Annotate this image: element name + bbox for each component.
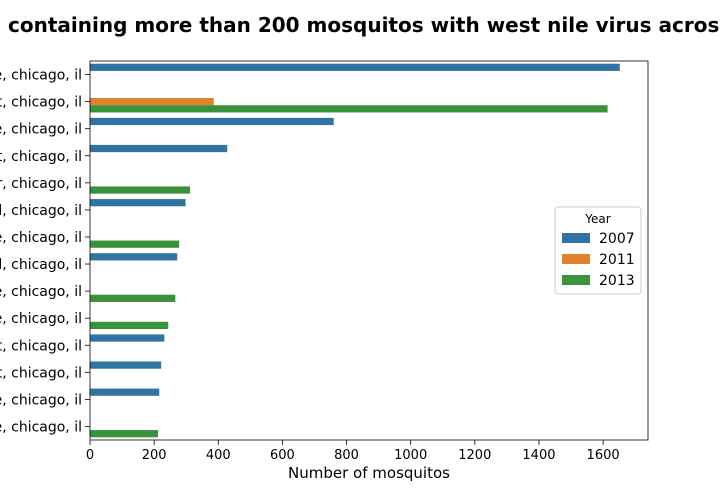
y-tick-label: t, chicago, il [0, 338, 82, 354]
y-tick-label: e, chicago, il [0, 230, 82, 246]
bar-2007-row-11 [90, 361, 162, 369]
legend-swatch-2011 [562, 254, 590, 264]
bar-2007-row-5 [90, 199, 186, 207]
legend-items: 2007 2011 2013 [562, 231, 635, 289]
y-tick-label: e, chicago, il [0, 419, 82, 435]
y-tick-label: r, chicago, il [0, 176, 82, 192]
y-tick-label: e, chicago, il [0, 68, 82, 84]
x-axis-label: Number of mosquitos [288, 464, 450, 482]
bar-2013-row-9 [90, 321, 169, 330]
chart-title: containing more than 200 mosquitos with … [8, 13, 719, 37]
y-tick-label: t, chicago, il [0, 365, 82, 381]
y-tick-label: e, chicago, il [0, 122, 82, 138]
bar-2013-row-8 [90, 294, 176, 302]
legend-box [554, 206, 642, 295]
legend-label-2011: 2011 [599, 252, 635, 268]
bar-2007-row-10 [90, 334, 165, 342]
y-tick-label: t, chicago, il [0, 149, 82, 165]
legend-swatch-2013 [562, 275, 590, 285]
bar-2007-row-7 [90, 253, 178, 261]
y-tick-label: e, chicago, il [0, 284, 82, 300]
y-tick-label: l, chicago, il [0, 257, 82, 273]
bar-2013-row-13 [90, 430, 158, 438]
legend-swatch-2007 [562, 233, 590, 243]
y-tick-label: l, chicago, il [0, 203, 82, 219]
plot-frame [89, 60, 649, 441]
bar-2013-row-4 [90, 186, 191, 194]
x-tick-label: 0 [86, 448, 94, 463]
bar-2007-row-3 [90, 144, 228, 153]
y-tick-label: t, chicago, il [0, 95, 82, 111]
y-axis: e, chicago, il t, chicago, il e, chicago, … [0, 68, 90, 435]
bar-2007-row-2 [90, 117, 334, 126]
legend-label-2013: 2013 [599, 273, 635, 289]
y-tick-label: e, chicago, il [0, 311, 82, 327]
bar-2013-row-6 [90, 240, 180, 248]
x-tick-label: 1000 [394, 448, 427, 463]
legend: Year 2007 2011 2013 [554, 206, 642, 295]
y-tick-label: e, chicago, il [0, 392, 82, 408]
legend-label-2007: 2007 [599, 231, 635, 247]
x-tick-label: 1400 [522, 448, 555, 463]
x-tick-label: 600 [270, 448, 295, 463]
bars-group [90, 63, 620, 438]
bar-2011-row-1 [90, 98, 214, 106]
bar-2007-row-12 [90, 388, 160, 396]
legend-title: Year [584, 212, 610, 226]
bar-2007-row-0 [90, 63, 620, 71]
x-axis: 0 200 400 600 800 1000 1200 1400 1600 [86, 440, 620, 463]
bar-2013-row-1 [90, 105, 608, 113]
x-tick-label: 1600 [587, 448, 620, 463]
x-tick-label: 400 [206, 448, 231, 463]
x-tick-label: 1200 [458, 448, 491, 463]
x-tick-label: 200 [142, 448, 167, 463]
x-tick-label: 800 [334, 448, 359, 463]
